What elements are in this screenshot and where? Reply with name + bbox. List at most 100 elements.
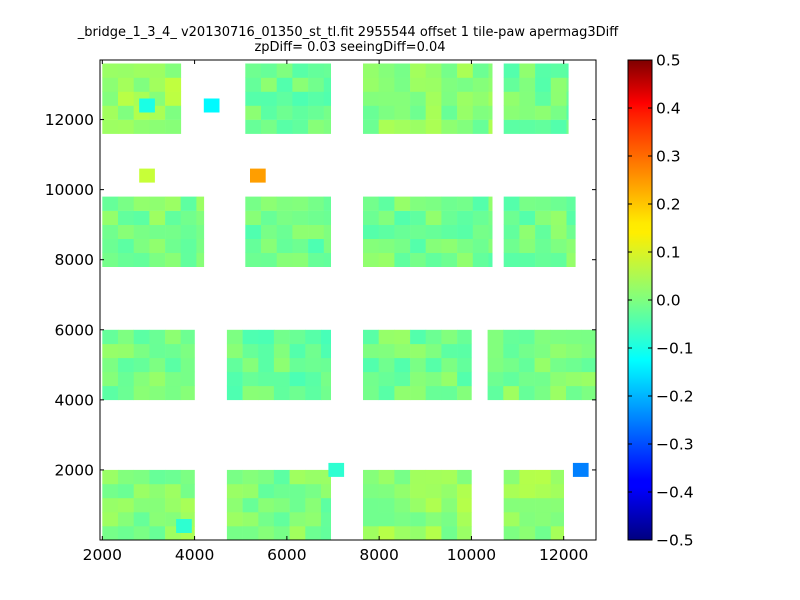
heatmap-cell bbox=[503, 91, 520, 106]
heatmap-cell bbox=[503, 385, 520, 401]
heatmap-cell bbox=[292, 196, 309, 211]
heatmap-cell bbox=[394, 371, 411, 387]
heatmap-cell bbox=[519, 238, 536, 253]
heatmap-cell bbox=[363, 357, 379, 373]
heatmap-cell bbox=[425, 224, 442, 239]
heatmap-cell bbox=[102, 329, 119, 345]
heatmap-cell bbox=[242, 371, 259, 387]
heatmap-cell bbox=[550, 483, 564, 499]
heatmap-cell bbox=[550, 252, 567, 267]
heatmap-cell bbox=[441, 224, 458, 239]
heatmap-cell bbox=[273, 371, 290, 387]
heatmap-cell bbox=[149, 252, 166, 267]
heatmap-cell bbox=[273, 469, 290, 485]
x-tick-label: 12000 bbox=[539, 546, 588, 564]
x-tick-label: 6000 bbox=[267, 546, 306, 564]
heatmap-cell bbox=[519, 526, 536, 541]
heatmap-cell bbox=[118, 91, 134, 106]
heatmap-cell bbox=[308, 224, 325, 239]
heatmap-cell bbox=[149, 77, 166, 92]
heatmap-cell bbox=[242, 498, 259, 513]
heatmap-cell bbox=[133, 210, 150, 225]
axes: 2000 4000 6000 8000 10000 12000 2000 4000 6000 80… bbox=[45, 60, 596, 564]
heatmap-cell bbox=[180, 385, 195, 401]
heatmap-cell bbox=[410, 91, 427, 106]
heatmap-cell bbox=[196, 224, 205, 239]
heatmap-cell bbox=[258, 343, 275, 359]
heatmap-cell bbox=[550, 105, 567, 120]
heatmap-cell bbox=[261, 252, 277, 267]
colorbar-tick-label: −0.2 bbox=[656, 388, 694, 406]
heatmap-cell bbox=[273, 329, 290, 345]
heatmap-cell bbox=[457, 483, 472, 499]
heatmap-cell bbox=[242, 469, 259, 485]
heatmap-cell bbox=[394, 91, 411, 106]
heatmap-cell bbox=[102, 498, 119, 513]
heatmap-cell bbox=[165, 357, 182, 373]
heatmap-cell bbox=[410, 498, 427, 513]
heatmap-cell bbox=[133, 196, 150, 211]
heatmap-cell bbox=[226, 357, 243, 373]
heatmap-cell bbox=[581, 371, 597, 387]
heatmap-cell bbox=[226, 343, 243, 359]
heatmap-cell bbox=[534, 343, 551, 359]
heatmap-cell bbox=[394, 498, 411, 513]
heatmap-cell bbox=[378, 357, 395, 373]
heatmap-cell bbox=[118, 526, 134, 541]
heatmap-cell bbox=[133, 498, 150, 513]
heatmap-cell bbox=[441, 119, 458, 134]
colorbar-tick-label: 0.0 bbox=[656, 292, 681, 310]
heatmap-cell bbox=[133, 252, 150, 267]
heatmap-cell bbox=[242, 526, 259, 541]
heatmap-cell bbox=[550, 498, 564, 513]
heatmap-cell bbox=[180, 252, 197, 267]
heatmap-cell bbox=[261, 91, 277, 106]
heatmap-cell bbox=[488, 105, 493, 120]
heatmap-cell bbox=[242, 512, 259, 527]
heatmap-cell bbox=[441, 196, 458, 211]
heatmap-cell bbox=[308, 63, 325, 78]
heatmap-cell bbox=[149, 512, 166, 527]
heatmap-cell bbox=[261, 77, 277, 92]
heatmap-cell bbox=[410, 210, 427, 225]
heatmap-cell bbox=[394, 196, 411, 211]
heatmap-cell bbox=[472, 91, 489, 106]
heatmap-cell bbox=[378, 469, 395, 485]
heatmap-cell bbox=[519, 252, 536, 267]
heatmap-cell bbox=[566, 77, 569, 92]
heatmap-cell bbox=[378, 498, 395, 513]
heatmap-cell bbox=[457, 105, 474, 120]
heatmap-cell bbox=[425, 91, 442, 106]
heatmap-cell bbox=[102, 371, 119, 387]
heatmap-cell bbox=[566, 196, 576, 211]
heatmap-cell bbox=[566, 371, 582, 387]
heatmap-cell bbox=[425, 526, 442, 541]
heatmap-cell bbox=[180, 498, 195, 513]
heatmap-cell bbox=[581, 329, 597, 345]
heatmap-cell bbox=[149, 498, 166, 513]
heatmap-cell bbox=[441, 512, 458, 527]
heatmap-cell bbox=[441, 357, 458, 373]
heatmap-cell bbox=[363, 371, 379, 387]
heatmap-cell bbox=[457, 469, 472, 485]
heatmap-cell bbox=[323, 238, 331, 253]
heatmap-cell bbox=[378, 371, 395, 387]
heatmap-cell bbox=[503, 526, 520, 541]
heatmap-cell bbox=[323, 91, 331, 106]
heatmap-cell bbox=[242, 343, 259, 359]
heatmap-cell bbox=[566, 63, 569, 78]
heatmap-cell bbox=[550, 77, 567, 92]
heatmap-cell bbox=[258, 371, 275, 387]
heatmap-cell bbox=[165, 63, 182, 78]
heatmap-cell bbox=[118, 483, 134, 499]
heatmap-cell bbox=[149, 385, 166, 401]
heatmap-cell bbox=[276, 63, 293, 78]
heatmap-cell bbox=[410, 483, 427, 499]
heatmap-cell bbox=[550, 357, 567, 373]
heatmap-cell bbox=[118, 77, 134, 92]
heatmap-cell bbox=[488, 224, 493, 239]
heatmap-cell bbox=[519, 63, 536, 78]
heatmap-cell bbox=[378, 483, 395, 499]
heatmap-cell bbox=[472, 224, 489, 239]
heatmap-cell bbox=[133, 469, 150, 485]
